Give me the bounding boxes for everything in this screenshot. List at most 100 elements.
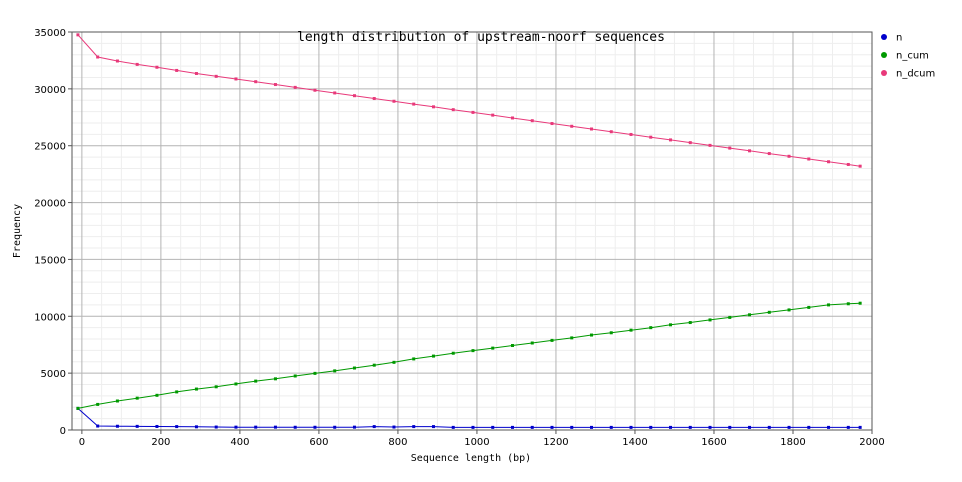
data-point-n-dcum — [352, 94, 356, 98]
data-point-n-cum — [708, 318, 712, 322]
legend: n n_cum n_dcum — [881, 33, 935, 80]
data-point-n-dcum — [412, 102, 416, 106]
data-point-n-dcum — [708, 143, 712, 147]
data-point-n-cum — [728, 315, 732, 319]
data-point-n-cum — [412, 357, 416, 361]
x-tick-label: 1000 — [464, 437, 489, 448]
y-tick-label: 30000 — [34, 85, 66, 96]
data-point-n — [431, 425, 435, 429]
data-point-n-dcum — [550, 122, 554, 126]
data-point-n-cum — [372, 363, 376, 367]
data-point-n-cum — [431, 354, 435, 358]
data-point-n — [491, 425, 495, 429]
data-point-n — [609, 425, 613, 429]
legend-item-n-dcum: n_dcum — [881, 69, 935, 80]
data-point-n-dcum — [293, 85, 297, 89]
data-point-n-dcum — [333, 91, 337, 95]
data-point-n-cum — [491, 346, 495, 350]
y-axis-title: Frequency — [12, 204, 23, 258]
data-point-n-cum — [669, 323, 673, 327]
data-point-n-cum — [510, 344, 514, 348]
data-point-n-cum — [76, 406, 80, 410]
data-point-n-dcum — [451, 108, 455, 112]
data-point-n-dcum — [530, 119, 534, 123]
data-point-n — [550, 425, 554, 429]
data-point-n — [827, 425, 831, 429]
data-point-n-dcum — [135, 62, 139, 66]
x-tick-label: 1800 — [780, 437, 805, 448]
data-point-n-dcum — [115, 59, 119, 63]
data-point-n — [392, 425, 396, 429]
x-tick-label: 200 — [151, 437, 170, 448]
minor-grid — [72, 32, 872, 430]
data-point-n — [115, 424, 119, 428]
x-tick-label: 600 — [309, 437, 328, 448]
legend-item-n-cum: n_cum — [881, 51, 929, 62]
data-point-n-cum — [827, 303, 831, 307]
x-tick-label: 400 — [230, 437, 249, 448]
data-point-n — [175, 425, 179, 429]
data-point-n — [728, 425, 732, 429]
data-point-n-dcum — [629, 132, 633, 136]
data-point-n-dcum — [175, 68, 179, 72]
x-axis-title: Sequence length (bp) — [411, 453, 531, 464]
data-point-n-dcum — [609, 130, 613, 134]
data-point-n-dcum — [96, 55, 100, 59]
series-n-dcum — [76, 33, 862, 168]
y-tick-label: 25000 — [34, 142, 66, 153]
chart-title: length distribution of upstream-noorf se… — [297, 30, 665, 45]
data-point-n-dcum — [471, 110, 475, 114]
data-point-n — [234, 425, 238, 429]
data-point-n-dcum — [728, 146, 732, 150]
data-point-n-cum — [649, 326, 653, 330]
data-point-n-cum — [451, 351, 455, 355]
data-point-n — [372, 425, 376, 429]
data-point-n-cum — [688, 321, 692, 325]
data-point-n — [451, 425, 455, 429]
data-point-n-cum — [115, 399, 119, 403]
data-point-n-cum — [629, 328, 633, 332]
data-point-n-cum — [214, 385, 218, 389]
data-point-n-dcum — [313, 88, 317, 92]
data-point-n-dcum — [214, 74, 218, 78]
series-n-cum — [76, 301, 862, 410]
data-point-n — [273, 425, 277, 429]
data-point-n-cum — [609, 331, 613, 335]
legend-marker — [881, 52, 887, 58]
data-point-n-cum — [748, 313, 752, 317]
data-point-n-cum — [787, 308, 791, 312]
data-point-n — [787, 425, 791, 429]
data-point-n — [767, 425, 771, 429]
data-point-n — [590, 425, 594, 429]
data-point-n-dcum — [372, 97, 376, 101]
data-point-n-dcum — [787, 154, 791, 158]
data-point-n-cum — [234, 382, 238, 386]
data-point-n-dcum — [194, 72, 198, 76]
data-point-n-cum — [392, 360, 396, 364]
data-point-n-cum — [293, 374, 297, 378]
data-point-n-cum — [530, 341, 534, 345]
x-tick-label: 1600 — [701, 437, 726, 448]
data-point-n-dcum — [510, 116, 514, 120]
data-point-n — [846, 425, 850, 429]
x-tick-label: 1400 — [622, 437, 647, 448]
data-point-n-cum — [807, 305, 811, 309]
x-tick-label: 2000 — [859, 437, 884, 448]
data-point-n — [96, 424, 100, 428]
data-point-n-dcum — [254, 80, 258, 84]
data-point-n-cum — [767, 310, 771, 314]
data-point-n-dcum — [76, 33, 80, 37]
data-point-n — [748, 425, 752, 429]
data-point-n — [807, 425, 811, 429]
data-point-n — [530, 425, 534, 429]
y-tick-label: 15000 — [34, 255, 66, 266]
data-point-n-dcum — [234, 77, 238, 81]
data-point-n-cum — [352, 366, 356, 370]
data-point-n-cum — [313, 371, 317, 375]
x-tick-label: 1200 — [543, 437, 568, 448]
data-point-n-cum — [333, 369, 337, 373]
legend-marker — [881, 34, 887, 40]
plot-background — [72, 32, 872, 430]
data-point-n-dcum — [273, 83, 277, 87]
